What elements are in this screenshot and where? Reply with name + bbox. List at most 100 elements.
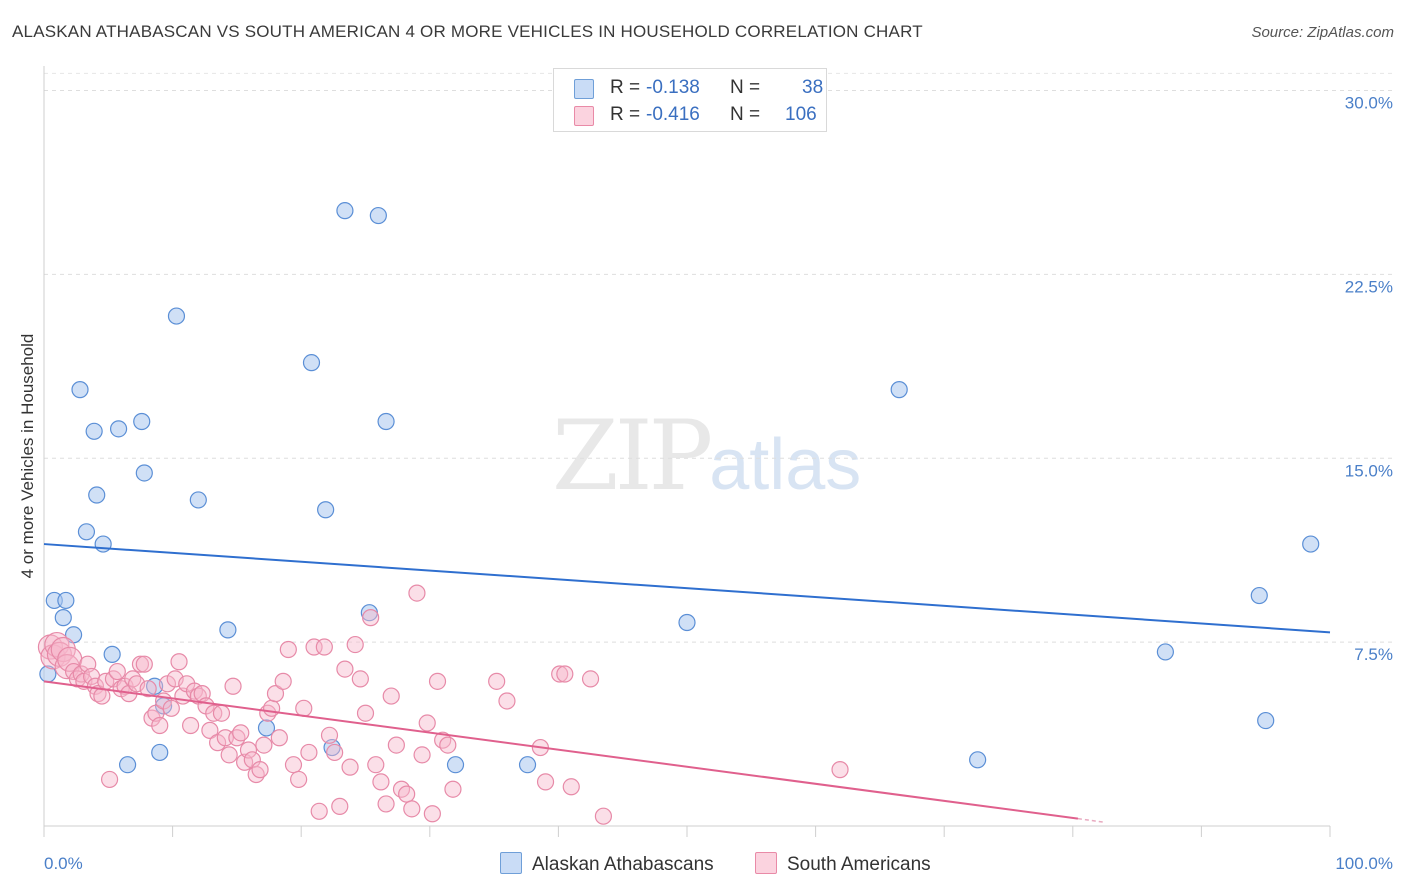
south-american-point <box>382 687 400 705</box>
south-american-point <box>413 746 431 764</box>
chart-title: ALASKAN ATHABASCAN VS SOUTH AMERICAN 4 O… <box>12 22 923 41</box>
south-american-point <box>251 761 269 779</box>
trend-lines <box>43 543 1331 824</box>
athabascan-point <box>678 613 696 632</box>
bottom-legend-label-south-american: South Americans <box>787 854 931 875</box>
south-american-point <box>403 800 421 818</box>
trend-line-athabascan <box>43 543 1331 634</box>
south-american-point <box>423 805 441 823</box>
watermark: ZIPatlas <box>552 400 861 512</box>
south-american-point <box>556 665 574 683</box>
athabascan-point <box>1156 643 1174 661</box>
legend-swatch-south-american <box>574 106 594 126</box>
athabascan-point <box>167 307 186 325</box>
legend-n-label: N = <box>730 77 761 98</box>
legend-r-label: R = <box>610 77 641 98</box>
athabascan-point <box>1302 535 1320 553</box>
south-american-point <box>362 609 380 627</box>
south-american-point <box>581 670 600 688</box>
south-american-point <box>201 721 219 739</box>
south-american-point <box>255 736 273 754</box>
south-american-point <box>498 692 516 710</box>
legend-n-value: 106 <box>785 104 817 125</box>
south-american-point <box>418 714 436 732</box>
legend-swatch-athabascan <box>574 79 594 99</box>
south-american-point <box>290 770 308 789</box>
y-tick-label: 22.5% <box>1345 277 1393 296</box>
south-american-point <box>108 662 126 681</box>
south-american-point <box>372 773 390 791</box>
athabascan-point <box>109 420 128 438</box>
trend-line-south-american-extension <box>1077 817 1106 824</box>
south-american-point <box>212 704 231 722</box>
south-american-point <box>536 773 555 791</box>
legend: R = -0.138 N = 38 R = -0.416 N = 106 <box>553 68 827 132</box>
athabascan-point <box>377 412 395 431</box>
athabascan-point <box>57 591 75 610</box>
south-american-point <box>232 724 250 742</box>
athabascan-point <box>118 756 137 774</box>
south-american-point <box>266 685 285 703</box>
watermark-atlas: atlas <box>709 425 862 505</box>
south-american-point <box>444 780 462 798</box>
trend-line-south-american <box>43 680 1079 820</box>
south-american-point <box>551 665 569 683</box>
south-american-point <box>367 756 385 774</box>
x-tick-label-max: 100.0% <box>1335 854 1393 873</box>
south-american-point <box>831 761 849 779</box>
y-tick-label: 30.0% <box>1345 94 1393 113</box>
south-american-point <box>346 635 364 654</box>
bottom-legend-swatch-south-american <box>755 852 777 874</box>
south-american-point <box>315 638 333 656</box>
south-american-point <box>377 795 395 813</box>
source-label: Source: ZipAtlas.com <box>1251 24 1394 41</box>
athabascan-point <box>133 412 151 431</box>
south-american-point <box>387 736 405 754</box>
athabascan-point <box>219 621 237 639</box>
south-american-point <box>162 699 180 717</box>
south-american-point <box>270 729 288 747</box>
tick-labels: 7.5% 15.0% 22.5% 30.0% 0.0% 100.0% <box>44 94 1393 873</box>
y-tick-label: 15.0% <box>1345 461 1393 480</box>
bottom-legend-swatch-athabascan <box>500 852 522 874</box>
south-american-point <box>224 677 242 695</box>
athabascan-point <box>151 743 169 762</box>
south-american-point <box>310 802 328 820</box>
athabascan-point <box>369 206 387 225</box>
athabascan-point <box>94 535 112 553</box>
athabascan-point <box>71 381 89 399</box>
south-american-point <box>392 780 411 798</box>
south-american-point <box>336 660 354 678</box>
athabascan-point <box>189 491 207 509</box>
south-american-point <box>562 778 580 796</box>
watermark-zip: ZIP <box>552 400 713 512</box>
south-american-point <box>351 670 369 688</box>
south-american-point <box>428 672 447 690</box>
south-american-point <box>594 807 613 825</box>
athabascan-point <box>336 202 354 220</box>
athabascan-point <box>103 645 121 663</box>
legend-n-value: 38 <box>802 77 824 98</box>
bottom-legend-athabascan: Alaskan Athabascans <box>500 852 714 876</box>
bottom-legend-label-athabascan: Alaskan Athabascans <box>532 854 714 875</box>
south-american-point <box>434 731 452 749</box>
south-american-point <box>398 785 416 803</box>
south-american-point <box>151 716 169 735</box>
south-american-point <box>331 797 349 815</box>
axes <box>43 66 1331 837</box>
south-american-point <box>220 746 238 764</box>
south-american-point <box>295 699 313 717</box>
athabascan-point <box>317 501 335 519</box>
bottom-legend-south-american: South Americans <box>755 852 931 876</box>
athabascan-point <box>446 756 465 774</box>
athabascan-point <box>1250 586 1268 605</box>
south-american-point <box>263 699 281 717</box>
athabascan-point <box>54 609 72 627</box>
athabascan-point <box>88 486 106 504</box>
y-tick-label: 7.5% <box>1354 645 1393 664</box>
athabascan-point <box>890 381 908 399</box>
grid <box>44 72 1392 643</box>
south-american-point <box>182 716 200 735</box>
series-alaskan-athabascans <box>39 202 1320 774</box>
